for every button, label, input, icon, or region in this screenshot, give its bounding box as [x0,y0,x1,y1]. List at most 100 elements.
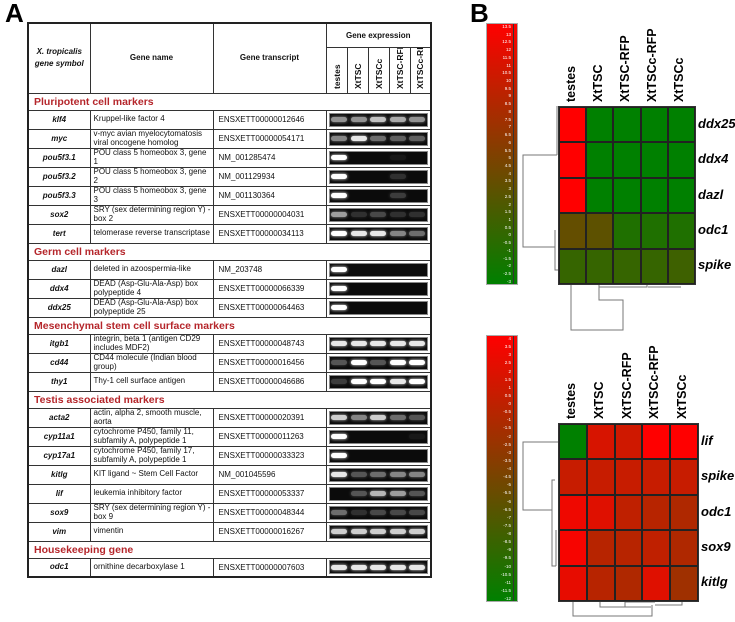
scale-tick-label: -3.5 [503,457,511,463]
scale-tick-label: -4.5 [503,474,511,480]
gel-lane [330,152,350,164]
scale-tick-label: 0 [508,401,511,406]
gel-band [409,491,426,496]
gel-band [331,117,348,122]
gel-lane [330,357,350,369]
gel-band [331,472,348,477]
gel-lane [369,133,389,145]
scale-tick-label: 4 [508,336,511,341]
scale-tick-label: 2 [508,368,511,374]
gel-strip [328,131,428,146]
heatmap-column-label: testes [563,382,578,419]
heatmap-cell [670,530,698,566]
gel-band [350,136,367,141]
scale-tick-label: 3.5 [504,178,511,184]
column-dendrogram-top [570,283,681,331]
gel-lane [388,376,408,388]
gel-band [370,491,387,496]
gel-strip [328,336,428,351]
gel-lane [349,228,369,240]
scale-tick-label: 3 [508,352,511,358]
lane-header: XtTSCc-RFP [409,46,432,94]
panel-b-letter: B [470,0,489,28]
gel-lane [408,376,428,388]
gel-lane [388,171,408,183]
scale-tick-label: 1 [508,216,511,222]
heatmap-cell [559,142,587,178]
gel-band [331,267,348,272]
scale-tick-label: 0.5 [504,224,511,230]
gel-band [331,136,348,141]
heatmap-cell [640,177,668,214]
heatmap-cell [667,107,695,143]
heatmap-cell [670,459,698,495]
gel-lane [349,338,369,350]
scale-tick-label: 0 [508,232,511,238]
gel-lane [388,190,408,202]
color-scale-ticks: 13.5 13 12.5 12 11.5 11 10.5 10 9.5 9 8.5 8 7.5 7 6.5 6… [502,24,514,284]
scale-tick-label: 4.5 [504,162,511,168]
gel-lane [408,412,428,424]
gel-image [325,521,432,542]
heatmap-cell [670,424,698,460]
gel-strip [328,300,428,315]
heatmap-column-label: XtTSCc-RFP [645,28,660,102]
color-scale-bar: 4 3.5 3 2.5 2 1.5 1 0.5 0 -0.5 -1 -1.5 -2 -2.5 -3 -3.5 -… [486,335,518,602]
heatmap-cell [586,424,615,460]
heatmap-cell [614,530,643,566]
heatmap-column-label: XtTSCc [672,57,687,102]
heatmap-cell [559,107,587,143]
heatmap-cell [667,213,695,249]
scale-tick-label: 3.5 [504,344,511,350]
scale-tick-label: 6.5 [504,132,511,138]
heatmap-column-label: XtTSC-RFP [618,35,632,102]
gel-lane [330,190,350,202]
gel-band [331,193,348,198]
scale-tick-label: -9.5 [503,555,511,561]
gel-lane [369,376,389,388]
scale-tick-label: -2.5 [503,441,511,447]
gel-lane [408,228,428,240]
heatmap-cell [642,565,671,601]
heatmap-cell [667,248,695,284]
gel-lane [408,469,428,481]
heatmap-row-label: spike [701,468,735,484]
scale-tick-label: -8.5 [503,539,511,545]
gel-band [389,231,406,236]
gel-band [409,529,426,534]
heatmap-cell [586,142,614,178]
gel-strip [328,560,428,575]
heatmap-cell [586,107,614,143]
gel-lane [388,338,408,350]
heatmap-row-label: ddx25 [698,115,735,131]
scale-tick-label: 9 [508,93,511,99]
scale-tick-label: -2 [506,433,511,439]
gel-band [409,510,426,515]
gel-lane [388,507,408,519]
gel-image [325,204,432,225]
gel-image [325,502,432,523]
gel-band [389,491,406,496]
section-row: Housekeeping gene [28,540,431,559]
gel-band [389,212,406,217]
scale-tick-label: -7 [506,514,511,520]
gel-lane [408,507,428,519]
heatmap-cell [640,248,668,284]
gel-band [409,472,426,477]
heatmap-row-label: kitlg [701,574,728,590]
gel-strip [328,355,428,370]
heatmap-cell [614,494,643,531]
gel-band [350,117,367,122]
heatmap-cell [614,459,643,495]
gel-lane [330,264,350,276]
gel-image [325,352,432,373]
gel-lane [330,561,350,573]
heatmap-cell [642,459,671,495]
gel-lane [349,561,369,573]
scale-tick-label: 3 [508,186,511,192]
gel-image [325,147,432,168]
gel-lane [349,488,369,500]
heatmap-cell [559,565,587,601]
table-row: ddx25 DEAD (Asp-Glu-Ala-Asp) box polypept… [27,297,432,318]
scale-tick-label: 13 [505,31,511,37]
